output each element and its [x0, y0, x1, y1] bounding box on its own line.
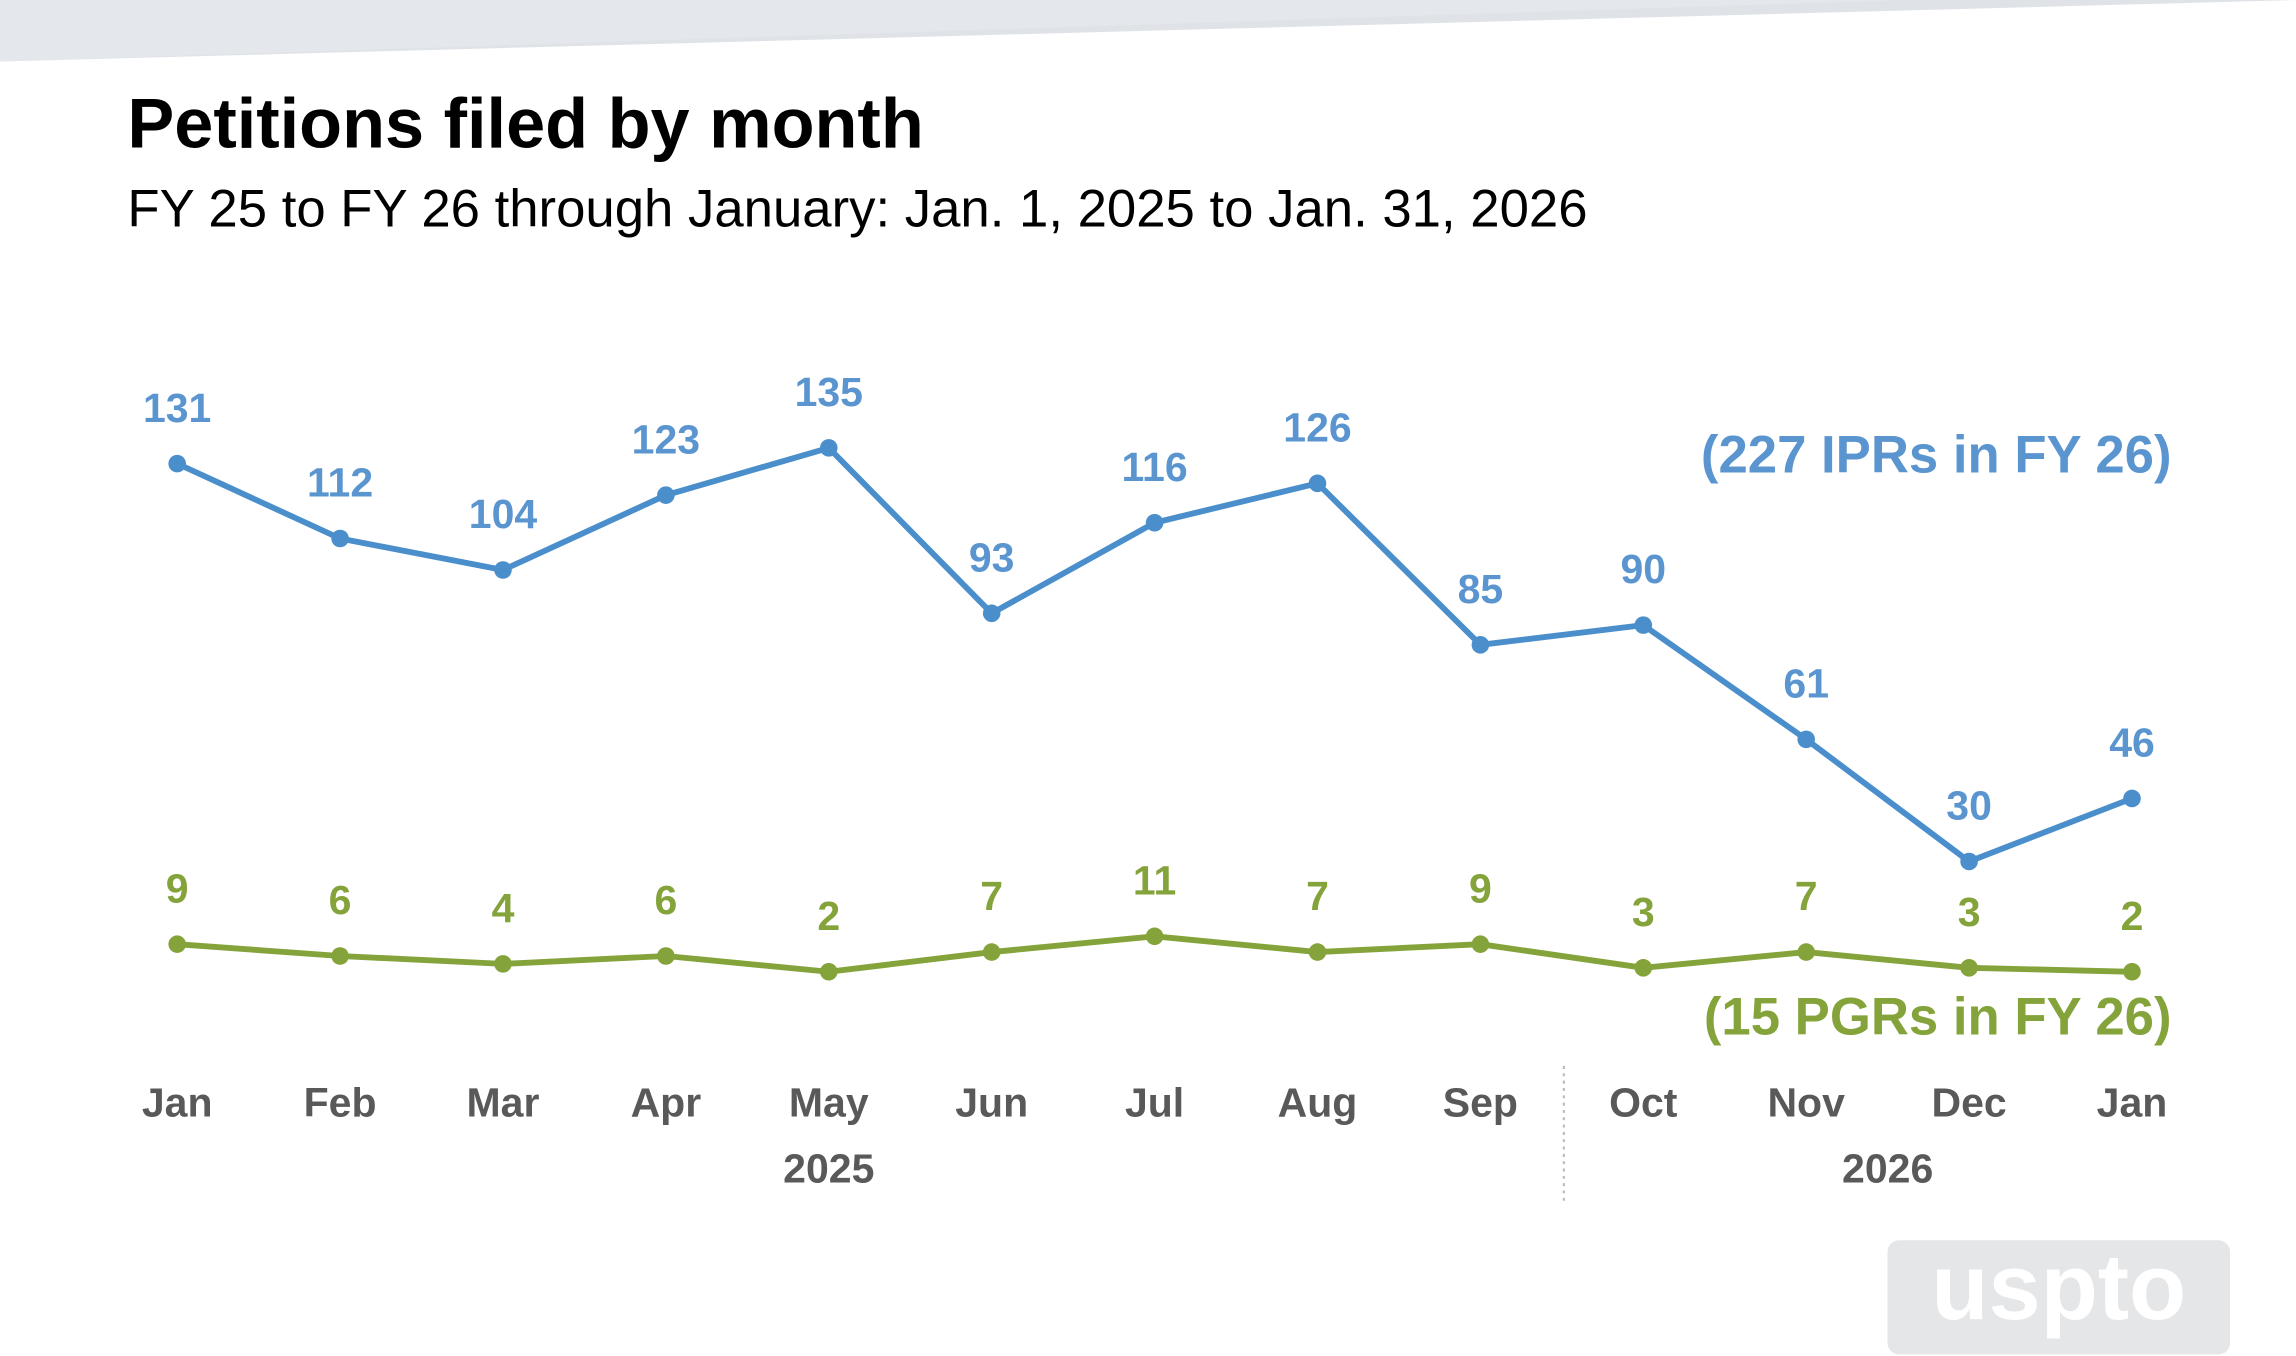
logo: uspto — [1931, 1234, 2186, 1339]
data-label: 6 — [329, 877, 352, 923]
data-label: 61 — [1783, 660, 1829, 706]
data-label: 7 — [1795, 873, 1818, 919]
data-point — [2123, 962, 2141, 981]
data-label: 116 — [1122, 444, 1188, 490]
data-label: 131 — [143, 385, 211, 431]
data-point — [820, 962, 838, 981]
data-label: 85 — [1458, 566, 1504, 612]
data-label: 7 — [980, 873, 1003, 919]
data-point — [1308, 474, 1327, 493]
data-point — [820, 439, 838, 457]
data-point — [657, 947, 675, 965]
data-label: 6 — [654, 877, 677, 923]
data-point — [2123, 789, 2141, 808]
x-tick-label: Sep — [1443, 1079, 1518, 1125]
chart-title: Petitions filed by month — [127, 83, 923, 162]
series-label: (15 PGRs in FY 26) — [1704, 988, 2172, 1047]
data-point — [1634, 959, 1653, 977]
data-point — [1797, 730, 1815, 749]
x-tick-label: Dec — [1931, 1079, 2006, 1125]
data-label: 3 — [1958, 889, 1981, 935]
data-point — [1471, 935, 1490, 953]
x-tick-label: Jan — [142, 1079, 213, 1125]
x-tick-label: Oct — [1609, 1079, 1678, 1125]
data-label: 9 — [166, 865, 189, 911]
x-tick-label: Jul — [1125, 1079, 1184, 1125]
data-label: 2 — [2121, 893, 2144, 939]
data-label: 30 — [1946, 783, 1992, 829]
data-point — [1634, 616, 1653, 634]
chart-subtitle: FY 25 to FY 26 through January: Jan. 1, … — [127, 179, 1587, 238]
data-point — [982, 604, 1001, 623]
data-point — [331, 529, 349, 548]
data-point — [494, 561, 512, 579]
data-label: 126 — [1283, 404, 1351, 450]
data-point — [168, 454, 186, 473]
data-label: 90 — [1620, 546, 1666, 592]
data-point — [1145, 927, 1164, 946]
data-label: 2 — [817, 893, 840, 939]
data-point — [1308, 943, 1327, 961]
x-tick-label: Feb — [304, 1079, 377, 1125]
data-point — [1145, 513, 1164, 532]
data-point — [982, 943, 1001, 961]
data-label: 123 — [632, 416, 700, 462]
data-point — [1960, 852, 1978, 871]
x-tick-label: Jun — [955, 1079, 1028, 1125]
data-label: 112 — [307, 460, 373, 506]
data-label: 3 — [1632, 889, 1655, 935]
data-label: 7 — [1306, 873, 1329, 919]
x-tick-label: Nov — [1767, 1079, 1845, 1125]
header-band-shade — [0, 0, 1904, 62]
data-label: 46 — [2109, 720, 2155, 766]
data-label: 135 — [795, 369, 863, 415]
logo-box — [1887, 1240, 2231, 1355]
x-group-label: 2026 — [1842, 1145, 1933, 1191]
data-label: 4 — [492, 885, 515, 931]
data-point — [657, 486, 675, 504]
series-label: (227 IPRs in FY 26) — [1701, 425, 2172, 484]
data-point — [168, 935, 186, 953]
data-label: 104 — [469, 491, 538, 537]
data-point — [494, 955, 512, 973]
x-tick-label: Mar — [467, 1079, 540, 1125]
data-label: 11 — [1133, 857, 1176, 903]
data-point — [1471, 636, 1490, 654]
data-point — [1797, 943, 1815, 961]
x-tick-label: Aug — [1278, 1079, 1358, 1125]
data-point — [331, 947, 349, 965]
data-point — [1960, 959, 1978, 977]
data-label: 93 — [969, 534, 1015, 580]
data-label: 9 — [1469, 865, 1492, 911]
x-group-label: 2025 — [783, 1145, 874, 1191]
x-tick-label: May — [789, 1079, 869, 1125]
x-tick-label: Jan — [2097, 1079, 2168, 1125]
x-tick-label: Apr — [631, 1079, 702, 1125]
